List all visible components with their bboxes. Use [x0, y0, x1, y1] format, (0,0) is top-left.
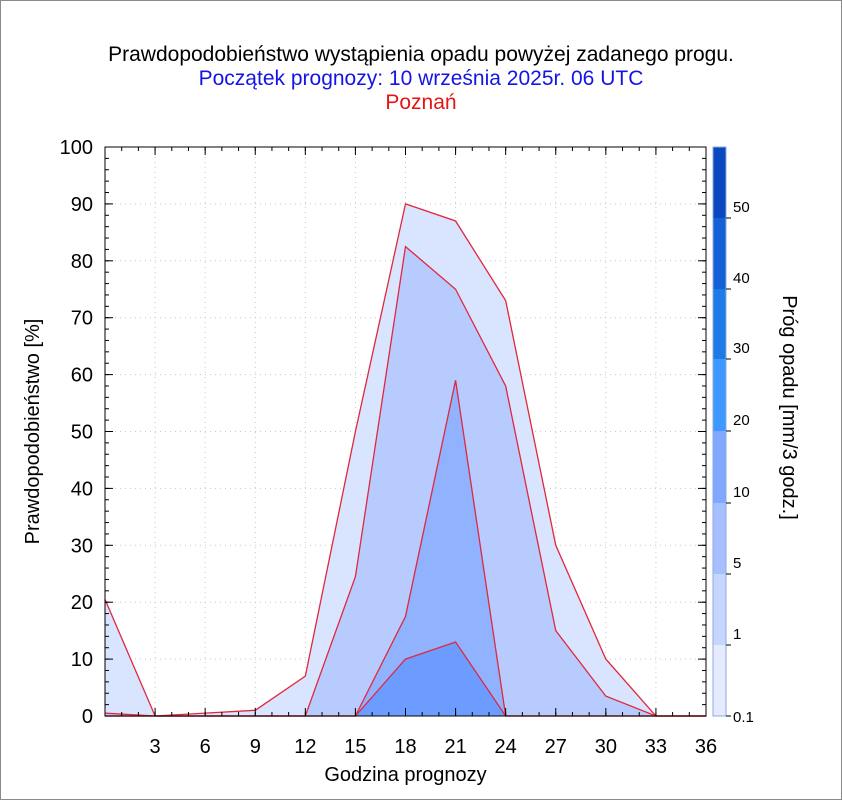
x-tick-label: 3	[150, 736, 161, 758]
x-tick-label: 33	[645, 736, 667, 758]
x-tick-label: 6	[200, 736, 211, 758]
x-tick-label: 27	[545, 736, 567, 758]
x-tick-label: 15	[344, 736, 366, 758]
y-tick-label: 60	[71, 365, 93, 387]
chart-location: Poznań	[385, 91, 457, 114]
colorbar-swatch	[713, 645, 726, 716]
colorbar-tick-label: 5	[733, 555, 741, 572]
colorbar-swatch	[713, 503, 726, 574]
y-tick-label: 0	[82, 706, 93, 728]
colorbar-label: Próg opadu [mm/3 godz.]	[778, 295, 800, 520]
axis-ticks: 3 6 9 12 15 18 21 24 27 30 33 360102030405060708090…	[60, 137, 718, 758]
y-tick-label: 10	[71, 649, 93, 671]
x-tick-label: 9	[250, 736, 261, 758]
chart-subtitle: Początek prognozy: 10 września 2025r. 06…	[198, 67, 644, 90]
y-axis-label: Prawdopodobieństwo [%]	[22, 319, 44, 545]
y-tick-label: 100	[60, 137, 93, 159]
colorbar-swatch	[713, 218, 726, 289]
area-threshold-1	[105, 246, 706, 716]
colorbar: 0.1 1 5 10 20 30 40 50	[712, 146, 754, 726]
y-tick-label: 40	[71, 478, 93, 500]
y-tick-label: 80	[71, 251, 93, 273]
x-tick-label: 18	[394, 736, 416, 758]
colorbar-tick-label: 40	[733, 270, 750, 287]
x-tick-label: 21	[444, 736, 466, 758]
colorbar-tick-label: 20	[733, 412, 750, 429]
colorbar-tick-label: 50	[733, 199, 750, 216]
x-tick-label: 24	[495, 736, 517, 758]
area-threshold-5	[105, 380, 706, 716]
colorbar-swatch	[713, 359, 726, 431]
y-tick-label: 70	[71, 308, 93, 330]
colorbar-swatch	[713, 289, 726, 359]
x-tick-label: 36	[695, 736, 717, 758]
y-tick-label: 20	[71, 592, 93, 614]
y-tick-label: 30	[71, 535, 93, 557]
colorbar-tick-label: 10	[733, 484, 750, 501]
colorbar-swatch	[713, 147, 726, 218]
colorbar-swatch	[713, 431, 726, 503]
probability-areas	[105, 203, 706, 716]
x-tick-label: 30	[595, 736, 617, 758]
y-tick-label: 50	[71, 422, 93, 444]
x-axis-label: Godzina prognozy	[324, 764, 486, 786]
area-threshold-10	[105, 642, 706, 716]
chart-title: Prawdopodobieństwo wystąpienia opadu pow…	[108, 43, 734, 66]
colorbar-tick-label: 30	[733, 340, 750, 357]
colorbar-tick-label: 0.1	[733, 709, 754, 726]
colorbar-swatch	[713, 574, 726, 645]
y-tick-label: 90	[71, 194, 93, 216]
x-tick-label: 12	[294, 736, 316, 758]
colorbar-tick-label: 1	[733, 626, 741, 643]
